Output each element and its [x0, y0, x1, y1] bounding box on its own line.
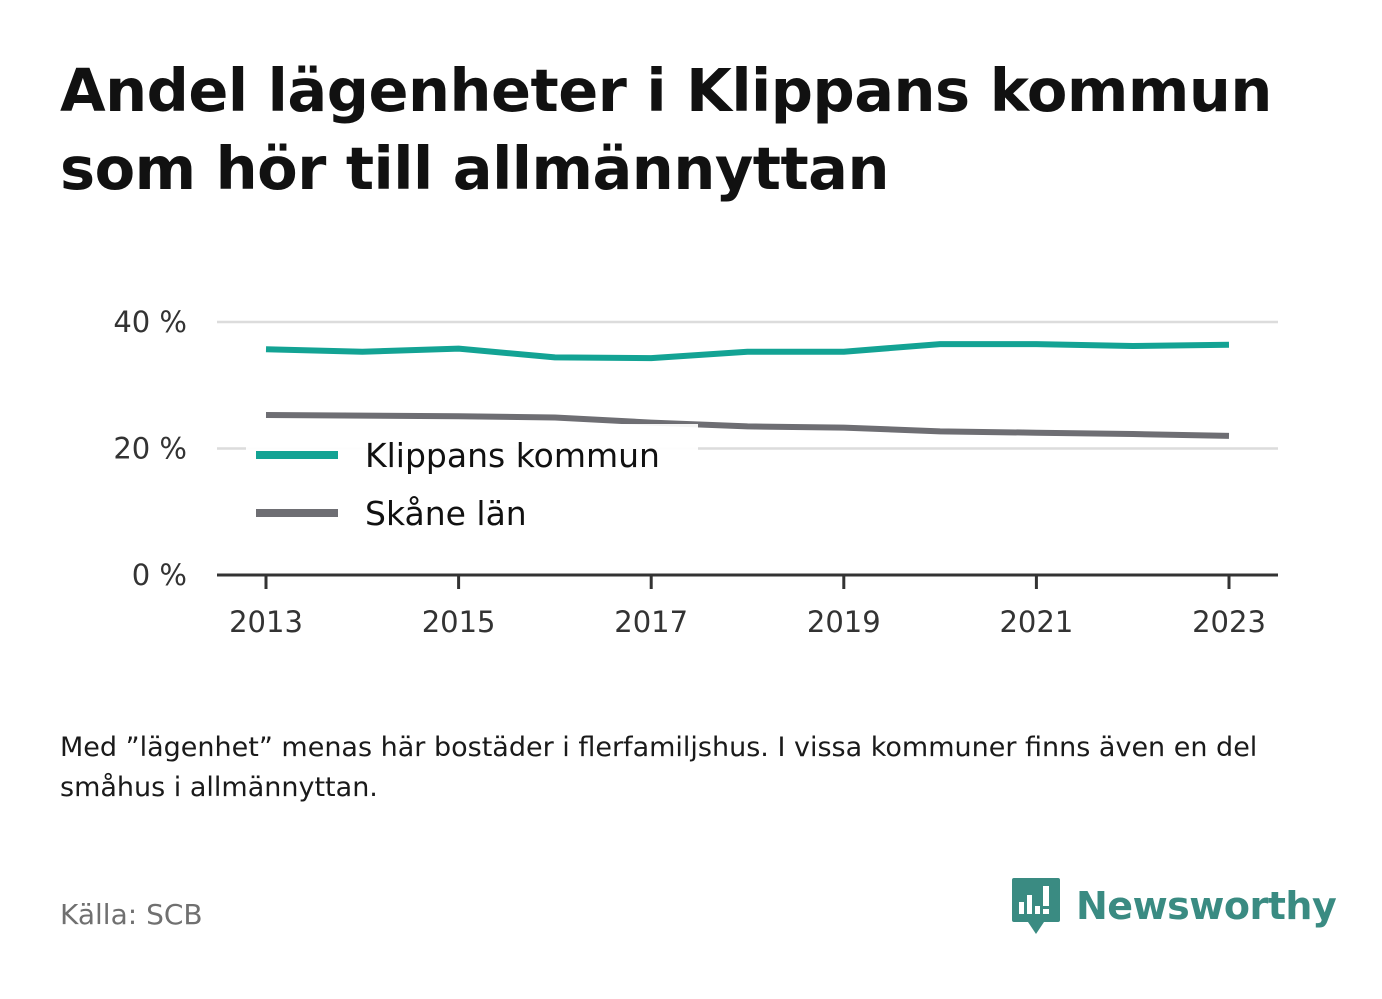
brand-logo[interactable]: Newsworthy — [1010, 876, 1337, 936]
x-tick-label: 2023 — [1192, 605, 1266, 639]
series-line — [265, 412, 1230, 439]
x-tick-label: 2019 — [807, 605, 881, 639]
bar-chart-speech-bubble-icon — [1012, 878, 1060, 934]
series-line — [265, 341, 1230, 362]
legend-label: Klippans kommun — [365, 436, 660, 475]
source-label: Källa: SCB — [60, 898, 203, 931]
y-tick-label: 0 % — [132, 558, 187, 592]
x-tick-label: 2021 — [999, 605, 1073, 639]
x-tick-label: 2013 — [229, 605, 303, 639]
y-tick-label: 40 % — [113, 305, 187, 339]
y-axis-ticks: 0 % 20 % 40 % — [113, 305, 187, 592]
footnote: Med ”lägenhet” menas här bostäder i fler… — [60, 732, 1258, 803]
x-axis: 2013 2015 2017 2019 2021 2023 — [217, 573, 1278, 639]
series-lines — [265, 341, 1230, 439]
x-tick-label: 2017 — [614, 605, 688, 639]
brand-name: Newsworthy — [1076, 884, 1337, 928]
y-tick-label: 20 % — [113, 432, 187, 466]
legend-label: Skåne län — [365, 494, 527, 533]
legend-background — [246, 424, 698, 548]
chart-title: Andel lägenheter i Klippans kommun som h… — [60, 56, 1272, 203]
x-tick-label: 2015 — [422, 605, 496, 639]
legend: Klippans kommun Skåne län — [246, 424, 698, 548]
